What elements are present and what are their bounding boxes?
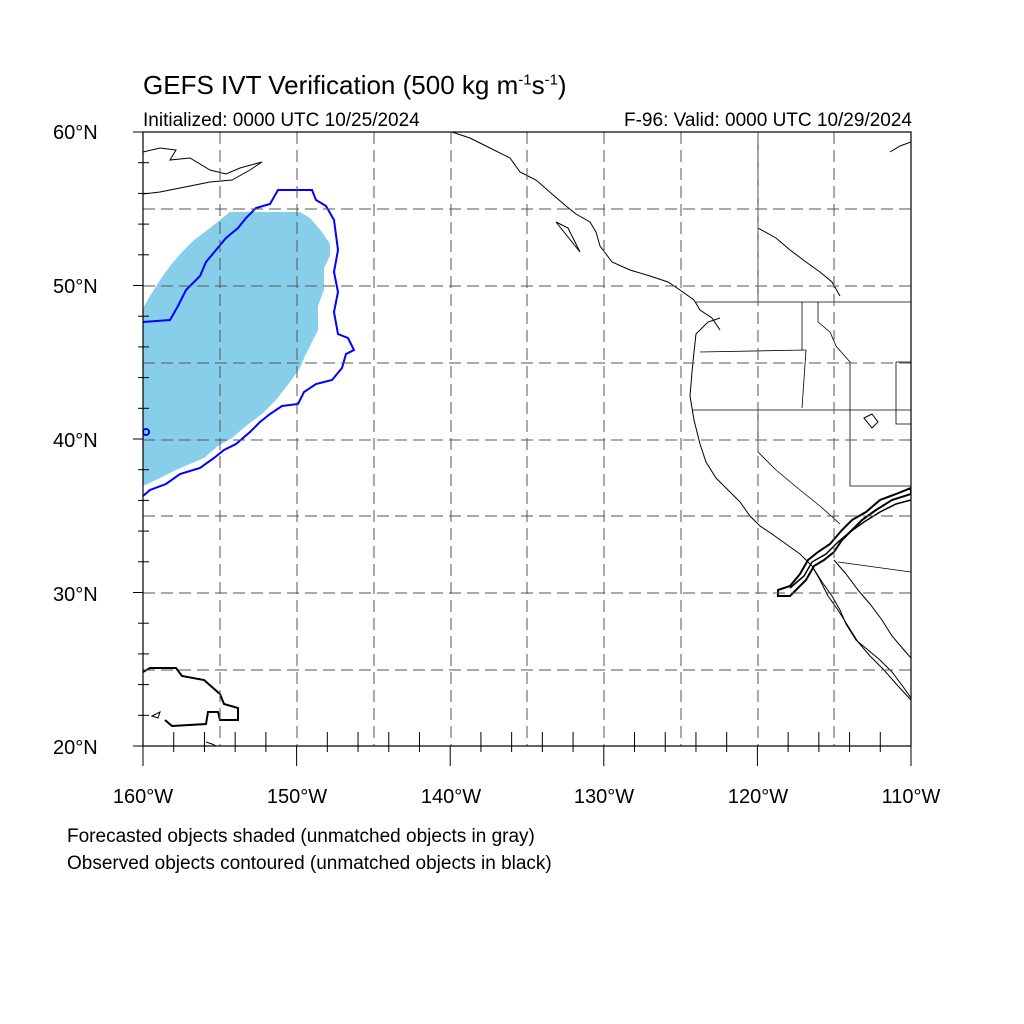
unmatched-observed-object-southwest-inner — [789, 499, 911, 589]
observed-object-fragment — [143, 428, 150, 436]
unmatched-observed-object-southwest — [777, 486, 911, 597]
legend-note-observed: Observed objects contoured (unmatched ob… — [67, 853, 552, 874]
observed-object-contour — [143, 189, 356, 497]
axis-ticks — [133, 131, 912, 766]
lon-label-150w: 150°W — [266, 786, 328, 808]
forecast-object-shaded — [143, 212, 330, 486]
lat-label-30n: 30°N — [53, 584, 98, 606]
lon-label-120w: 120°W — [727, 786, 789, 808]
coastlines — [143, 132, 911, 746]
lat-label-50n: 50°N — [53, 276, 98, 298]
lat-label-40n: 40°N — [53, 430, 98, 452]
valid-time: F-96: Valid: 0000 UTC 10/29/2024 — [624, 110, 912, 131]
lon-label-110w: 110°W — [881, 786, 941, 808]
lon-label-140w: 140°W — [420, 786, 482, 808]
state-borders — [692, 132, 911, 573]
lat-label-20n: 20°N — [53, 737, 98, 759]
map-title: GEFS IVT Verification (500 kg m-1s-1) — [143, 70, 567, 100]
lon-label-130w: 130°W — [573, 786, 635, 808]
graticule — [143, 132, 911, 746]
legend-note-forecast: Forecasted objects shaded (unmatched obj… — [67, 826, 535, 847]
initialized-time: Initialized: 0000 UTC 10/25/2024 — [143, 110, 420, 131]
lon-label-160w: 160°W — [112, 786, 174, 808]
unmatched-observed-object-hawaii — [143, 667, 239, 728]
lat-label-60n: 60°N — [53, 122, 98, 144]
